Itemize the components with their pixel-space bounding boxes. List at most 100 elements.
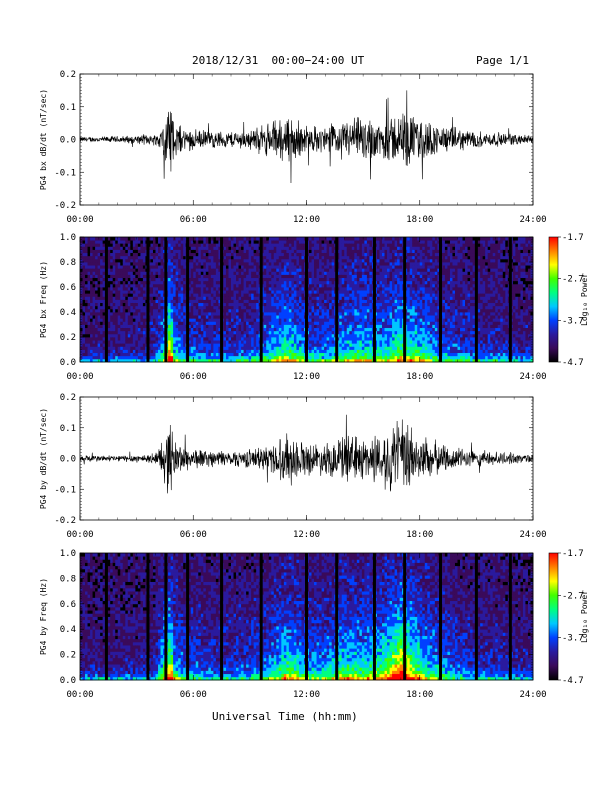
spectrogram-cell	[296, 352, 300, 357]
spectrogram-cell	[117, 305, 121, 310]
spectrogram-cell	[225, 352, 229, 357]
spectrogram-cell	[115, 249, 119, 254]
spectrogram-cell	[218, 268, 222, 272]
spectrogram-cell	[248, 330, 252, 335]
spectrogram-cell	[117, 237, 121, 241]
spectrogram-cell	[251, 271, 255, 275]
spectrogram-cell	[175, 324, 179, 329]
spectrogram-cell	[331, 277, 335, 282]
spectrogram-cell	[359, 337, 363, 341]
spectrogram-cell	[238, 330, 242, 335]
spectrogram-cell	[213, 355, 217, 360]
spectrogram-cell	[203, 318, 207, 322]
spectrogram-cell	[246, 299, 250, 304]
spectrogram-cell	[193, 302, 197, 307]
spectrogram-cell	[223, 355, 227, 360]
spectrogram-cell	[241, 237, 244, 241]
spectrogram-cell	[155, 315, 159, 319]
spectrogram-cell	[248, 258, 252, 263]
spectrogram-cell	[142, 305, 146, 310]
spectrogram-cell	[273, 293, 277, 297]
spectrogram-cell	[208, 283, 212, 288]
spectrogram-cell	[127, 277, 131, 282]
spectrogram-cell	[110, 312, 114, 316]
spectrogram-cell	[90, 302, 93, 307]
spectrogram-cell	[286, 302, 290, 307]
spectrogram-cell	[208, 290, 212, 294]
spectrogram-cell	[127, 327, 131, 332]
spectrogram-cell	[218, 290, 222, 294]
spectrogram-cell	[314, 283, 317, 288]
spectrogram-cell	[190, 355, 194, 360]
spectrogram-cell	[223, 324, 227, 329]
spectrogram-cell	[208, 274, 212, 279]
spectrogram-cell	[215, 355, 219, 360]
spectrogram-cell	[256, 240, 260, 244]
spectrogram-cell	[112, 315, 116, 319]
spectrogram-cell	[195, 268, 199, 272]
spectrogram-cell	[178, 352, 182, 357]
spectrogram-cell	[168, 290, 171, 294]
spectrogram-cell	[205, 268, 209, 272]
spectrogram-cell	[102, 249, 106, 254]
spectrogram-cell	[319, 237, 322, 241]
spectrogram-cell	[251, 283, 255, 288]
spectrogram-cell	[339, 243, 343, 247]
spectrogram-cell	[314, 333, 317, 338]
spectrogram-cell	[90, 324, 93, 329]
spectrogram-cell	[281, 268, 285, 272]
spectrogram-cell	[316, 290, 320, 294]
spectrogram-cell	[238, 283, 242, 288]
spectrogram-cell	[364, 271, 368, 275]
spectrogram-cell	[366, 255, 370, 260]
spectrogram-cell	[344, 343, 348, 347]
spectrogram-cell	[152, 318, 156, 322]
spectrogram-cell	[213, 258, 217, 263]
spectrogram-cell	[268, 258, 272, 263]
spectrogram-cell	[132, 315, 136, 319]
spectrogram-cell	[92, 346, 96, 350]
spectrogram-cell	[175, 268, 179, 272]
spectrogram-cell	[354, 302, 358, 307]
spectrogram-cell	[356, 255, 360, 260]
spectrogram-cell	[107, 346, 111, 350]
spectrogram-cell	[356, 277, 360, 282]
spectrogram-cell	[125, 346, 129, 350]
spectrogram-cell	[233, 255, 237, 260]
spectrogram-cell	[319, 321, 322, 325]
spectrogram-cell	[225, 349, 229, 354]
spectrogram-cell	[193, 321, 197, 325]
spectrogram-cell	[152, 252, 156, 257]
spectrogram-cell	[298, 312, 302, 316]
spectrogram-cell	[251, 293, 255, 297]
spectrogram-cell	[132, 327, 136, 332]
spectrogram-cell	[256, 312, 260, 316]
spectrogram-cell	[90, 312, 93, 316]
spectrogram-cell	[309, 305, 312, 310]
spectrogram-cell	[95, 318, 99, 322]
spectrogram-cell	[225, 312, 229, 316]
spectrogram-cell	[349, 340, 353, 344]
spectrogram-cell	[200, 340, 204, 344]
spectrogram-cell	[271, 296, 275, 300]
spectrogram-cell	[351, 321, 355, 325]
spectrogram-cell	[180, 280, 184, 285]
spectrogram-cell	[100, 358, 104, 363]
spectrogram-cell	[291, 346, 295, 350]
spectrogram-cell	[346, 246, 350, 250]
spectrogram-cell	[301, 274, 305, 279]
spectrogram-cell	[208, 271, 212, 275]
spectrogram-cell	[379, 337, 383, 341]
spectrogram-cell	[100, 262, 104, 266]
spectrogram-cell	[82, 318, 86, 322]
spectrogram-cell	[137, 355, 141, 360]
spectrogram-cell	[341, 346, 345, 350]
spectrogram-cell	[195, 308, 199, 313]
spectrogram-cell	[183, 237, 187, 241]
x-tick-label: 06:00	[180, 215, 207, 225]
spectrogram-cell	[298, 262, 302, 266]
spectrogram-cell	[293, 265, 297, 269]
spectrogram-cell	[324, 293, 328, 297]
spectrogram-cell	[231, 358, 234, 363]
spectrogram-cell	[152, 249, 156, 254]
